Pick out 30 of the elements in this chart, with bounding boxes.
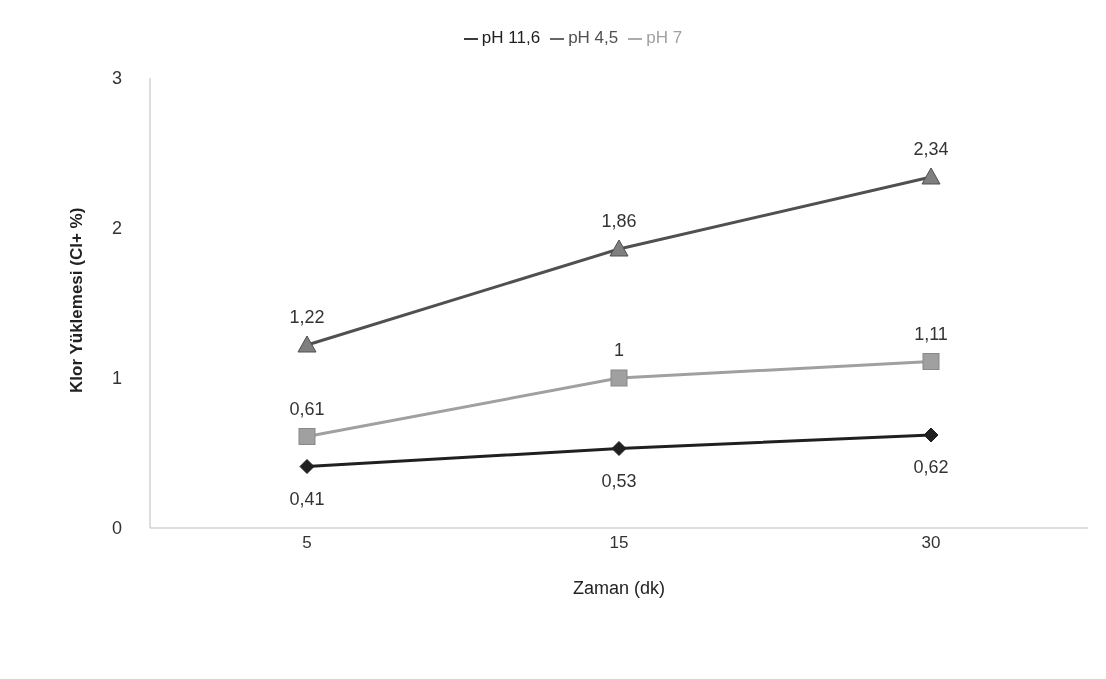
- point: [923, 427, 939, 443]
- y-axis-title: Klor Yüklemesi (Cl+ %): [67, 207, 87, 393]
- data-label: 0,53: [601, 470, 637, 491]
- x-axis-title: Zaman (dk): [572, 578, 666, 598]
- y-tick-label: 1: [111, 368, 122, 389]
- data-label: 1,86: [601, 211, 637, 231]
- data-label: 0,41: [289, 488, 325, 509]
- x-tick-label: 30: [921, 533, 941, 553]
- data-label: 1,22: [289, 307, 325, 327]
- point: [297, 335, 317, 353]
- data-label: 2,34: [913, 139, 949, 159]
- data-label: 0,61: [289, 398, 325, 419]
- legend-label: pH 4,5: [568, 28, 619, 47]
- data-label: 1: [613, 340, 625, 360]
- point: [609, 239, 629, 257]
- point: [611, 441, 627, 456]
- y-tick-label: 0: [111, 518, 122, 539]
- legend-label: pH 7: [646, 28, 683, 47]
- x-tick-label: 15: [609, 533, 629, 553]
- legend-label: pH 11,6: [481, 28, 541, 47]
- point: [610, 369, 628, 387]
- data-label: 0,62: [913, 457, 949, 477]
- y-tick-label: 2: [111, 218, 122, 239]
- point: [921, 167, 941, 185]
- point: [922, 353, 940, 370]
- data-label: 1,11: [914, 323, 948, 344]
- point: [299, 459, 315, 474]
- point: [298, 428, 316, 445]
- x-tick-label: 5: [302, 533, 312, 553]
- y-tick-label: 3: [111, 68, 122, 89]
